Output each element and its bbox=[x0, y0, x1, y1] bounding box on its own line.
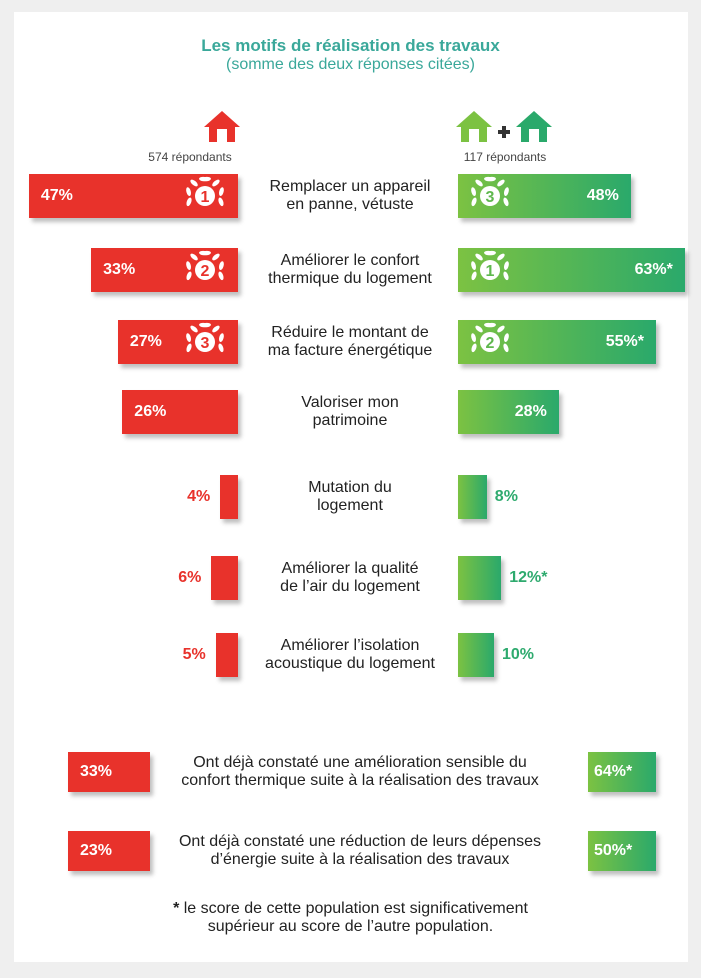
value-label: 55%* bbox=[605, 333, 644, 350]
value-label: 6% bbox=[178, 569, 202, 586]
bar bbox=[458, 556, 502, 600]
summary-value: 33% bbox=[80, 763, 113, 780]
value-label: 4% bbox=[187, 488, 211, 505]
legend-entry: 574 répondants bbox=[148, 150, 232, 164]
summary-text: Ont déjà constaté une amélioration sensi… bbox=[181, 754, 539, 789]
summary-value: 50%* bbox=[594, 842, 633, 859]
rank-number: 2 bbox=[201, 263, 210, 280]
bar bbox=[220, 475, 238, 519]
laurel-badge: 3 bbox=[471, 176, 509, 207]
house-icon bbox=[204, 111, 240, 142]
summary-box bbox=[588, 752, 656, 792]
rank-number: 2 bbox=[486, 335, 495, 352]
bar bbox=[215, 633, 238, 677]
rank-number: 1 bbox=[486, 263, 495, 280]
category-label: Améliorer la qualité de l’air du logemen… bbox=[280, 560, 420, 595]
summary-box bbox=[68, 752, 150, 792]
card bbox=[14, 12, 688, 962]
laurel-badge: 1 bbox=[186, 176, 224, 207]
value-label: 48% bbox=[586, 187, 619, 204]
value-label: 63%* bbox=[634, 261, 673, 278]
value-label: 8% bbox=[494, 488, 518, 505]
bar bbox=[458, 475, 487, 519]
value-label: 47% bbox=[40, 187, 73, 204]
value-label: 10% bbox=[502, 646, 535, 663]
laurel-badge: 1 bbox=[471, 250, 509, 281]
category-label: Améliorer le confort thermique du logeme… bbox=[268, 252, 432, 287]
bar bbox=[211, 556, 238, 600]
category-label: Valoriser mon patrimoine bbox=[301, 394, 399, 429]
value-label: 5% bbox=[182, 646, 206, 663]
legend-entry: 117 répondants bbox=[463, 150, 547, 164]
value-label: 26% bbox=[134, 403, 167, 420]
value-label: 33% bbox=[103, 261, 136, 278]
category-label: Remplacer un appareil en panne, vétuste bbox=[269, 178, 431, 213]
laurel-badge: 2 bbox=[471, 322, 509, 353]
value-label: 12%* bbox=[509, 569, 548, 586]
summary-value: 23% bbox=[80, 842, 113, 859]
category-label: Réduire le montant de ma facture énergét… bbox=[267, 324, 433, 359]
house-icon bbox=[456, 111, 552, 142]
summary-text: Ont déjà constaté une réduction de leurs… bbox=[178, 833, 542, 868]
category-label: Mutation du logement bbox=[308, 479, 392, 514]
rank-number: 3 bbox=[486, 189, 495, 206]
summary-box bbox=[68, 831, 150, 871]
footnote-text: le score de cette population est signifi… bbox=[183, 900, 528, 935]
chart-title: Les motifs de réalisation des travaux bbox=[201, 36, 500, 55]
laurel-badge: 2 bbox=[186, 250, 224, 281]
summary-value: 64%* bbox=[594, 763, 633, 780]
rank-number: 3 bbox=[201, 335, 210, 352]
rank-number: 1 bbox=[201, 189, 210, 206]
bar bbox=[458, 390, 559, 434]
value-label: 28% bbox=[514, 403, 547, 420]
chart-subtitle: (somme des deux réponses citées) bbox=[226, 56, 475, 73]
footnote-marker: * bbox=[173, 900, 180, 917]
summary-box bbox=[588, 831, 656, 871]
value-label: 27% bbox=[129, 333, 162, 350]
category-label: Améliorer l’isolation acoustique du loge… bbox=[265, 637, 435, 672]
bar bbox=[458, 633, 494, 677]
footnote: * le score de cette population est signi… bbox=[0, 900, 701, 936]
laurel-badge: 3 bbox=[186, 322, 224, 353]
bar bbox=[122, 390, 238, 434]
